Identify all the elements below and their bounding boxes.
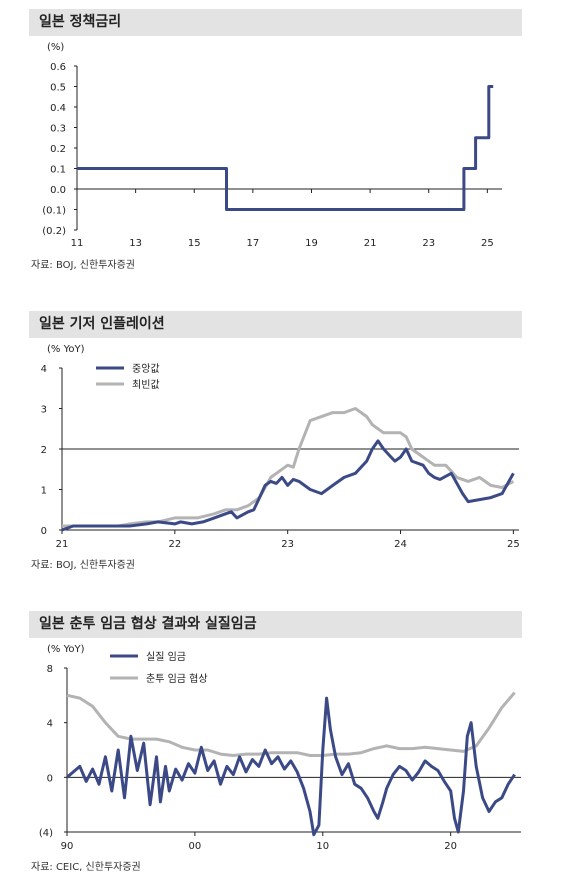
chart3-x-tick-label: 00 [189, 841, 202, 852]
chart1-y-tick-label: (0.1) [42, 206, 66, 217]
chart1-y-tick-label: 0.4 [50, 103, 66, 114]
chart1-unit: (%) [47, 42, 64, 53]
chart1-x-tick-label: 11 [71, 238, 84, 249]
chart1-y-tick-label: 0.5 [50, 83, 66, 94]
chart1-source: 자료: BOJ, 신한투자증권 [31, 260, 136, 271]
chart2-series-최빈값 [62, 407, 515, 528]
chart1-y-tick-label: 0.1 [50, 165, 66, 176]
chart3-unit: (% YoY) [47, 644, 85, 655]
chart2-unit: (% YoY) [47, 344, 85, 355]
chart2-x-tick-label: 25 [507, 539, 520, 550]
chart3-title: 일본 춘투 임금 협상 결과와 실질임금 [29, 611, 522, 638]
chart2-y-tick-label: 2 [41, 445, 47, 456]
chart2-y-tick-label: 4 [41, 364, 47, 375]
chart3-x-tick-label: 90 [61, 841, 74, 852]
chart1-y-tick-label: 0.0 [50, 185, 66, 196]
chart2-x-tick-label: 21 [56, 539, 69, 550]
chart2-x-tick-label: 24 [394, 539, 407, 550]
chart3-legend-label: 실질 임금 [146, 650, 186, 663]
chart2-x-tick-label: 23 [281, 539, 294, 550]
chart2-y-tick-label: 1 [41, 486, 47, 497]
chart3-x-tick-label: 10 [316, 841, 329, 852]
chart1-y-tick-label: 0.6 [50, 62, 66, 73]
chart1-x-tick-label: 25 [481, 238, 494, 249]
chart2-source: 자료: BOJ, 신한투자증권 [31, 560, 136, 571]
chart1-y-tick-label: (0.2) [42, 226, 66, 237]
chart1-x-tick-label: 21 [364, 238, 377, 249]
chart3-legend-label: 춘투 임금 협상 [146, 672, 208, 685]
chart3-x-tick-label: 20 [444, 841, 457, 852]
chart2-y-tick-label: 3 [41, 405, 47, 416]
chart2-x-tick-label: 22 [168, 539, 181, 550]
chart1-x-tick-label: 13 [129, 238, 142, 249]
chart2-series-중앙값 [61, 439, 515, 532]
chart1-x-tick-label: 19 [305, 238, 318, 249]
chart2-legend-label: 중앙값 [132, 363, 160, 375]
chart3-y-tick-label: 0 [47, 773, 53, 784]
chart1-x-tick-label: 17 [246, 238, 259, 249]
chart1-y-tick-label: 0.2 [50, 144, 66, 155]
chart1-y-tick-label: 0.3 [50, 124, 66, 135]
chart2-legend-label: 최빈값 [132, 379, 160, 391]
chart2-title: 일본 기저 인플레이션 [29, 311, 522, 338]
chart1-x-tick-label: 23 [422, 238, 435, 249]
chart3-source: 자료: CEIC, 신한투자증권 [31, 862, 141, 873]
chart3-series-춘투 임금 협상 [66, 691, 516, 757]
chart2-y-tick-label: 0 [41, 526, 47, 537]
chart3-series-실질 임금 [66, 696, 516, 837]
chart1-x-tick-label: 15 [188, 238, 201, 249]
chart3-y-tick-label: 4 [47, 719, 53, 730]
chart3-y-tick-label: 8 [47, 664, 53, 675]
chart3-y-tick-label: (4) [39, 828, 53, 839]
chart1-series-line [77, 85, 494, 211]
chart1-title: 일본 정책금리 [29, 9, 522, 36]
